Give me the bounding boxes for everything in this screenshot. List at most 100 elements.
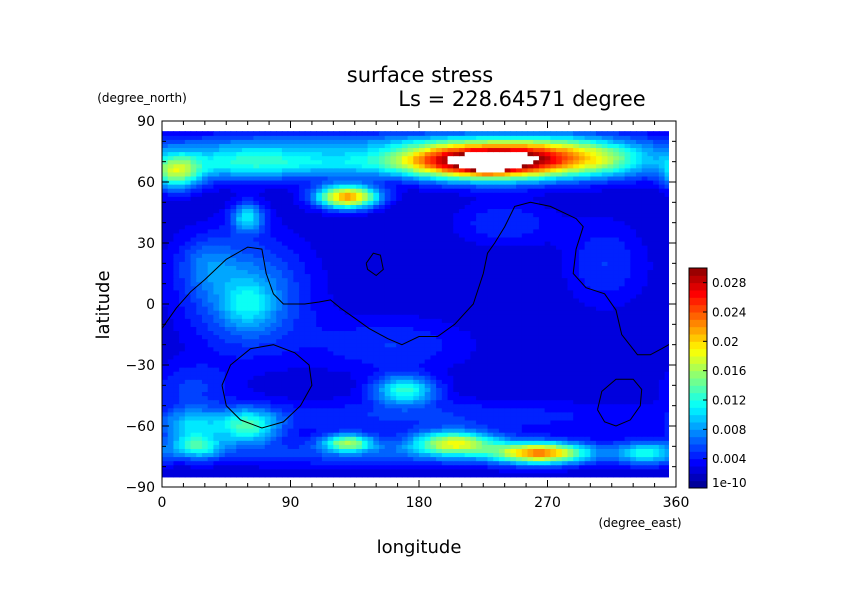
heatmap-cell [618,314,626,319]
heatmap-cell [224,419,232,425]
heatmap-cell [401,375,409,380]
heatmap-cell [436,419,443,425]
heatmap-cell [561,428,569,433]
heatmap-cell [367,395,374,401]
heatmap-cell [327,253,334,258]
heatmap-cell [584,293,591,299]
heatmap-cell [207,411,214,417]
heatmap-cell [561,395,569,401]
heatmap-cell [384,432,392,437]
heatmap-cell [658,395,666,401]
heatmap-cell [424,301,432,307]
heatmap-cell [321,367,329,372]
heatmap-cell [510,423,517,429]
heatmap-cell [424,281,432,287]
heatmap-cell [533,440,540,445]
heatmap-cell [510,338,517,344]
heatmap-cell [641,273,649,279]
heatmap-cell [373,375,380,380]
heatmap-cell [653,395,660,401]
heatmap-cell [613,464,620,470]
heatmap-cell [162,436,169,441]
heatmap-cell [247,281,254,287]
heatmap-cell [196,391,203,397]
heatmap-cell [373,326,380,332]
heatmap-cell [304,354,312,360]
heatmap-cell [276,358,283,364]
heatmap-cell [470,314,477,319]
heatmap-cell [196,273,203,279]
heatmap-cell [470,464,477,470]
heatmap-cell [481,432,489,437]
heatmap-cell [316,253,323,258]
heatmap-cell [367,440,374,445]
heatmap-cell [424,350,432,356]
heatmap-cell [624,432,631,437]
heatmap-cell [573,253,580,258]
heatmap-cell [590,375,597,380]
heatmap-cell [219,354,226,360]
heatmap-cell [653,318,660,323]
heatmap-cell [556,391,563,397]
heatmap-cell [327,444,334,449]
heatmap-cell [173,399,180,405]
heatmap-cell [379,301,386,307]
heatmap-cell [281,407,289,413]
heatmap-cell [390,456,397,462]
heatmap-cell [310,379,317,384]
heatmap-cell [590,468,597,474]
heatmap-cell [476,285,483,291]
heatmap-cell [253,285,260,291]
heatmap-cell [253,277,260,283]
heatmap-cell [287,371,294,376]
heatmap-cell [624,265,631,271]
heatmap-cell [521,472,529,478]
heatmap-cell [419,346,426,352]
heatmap-cell [607,460,614,466]
heatmap-cell [527,346,534,352]
heatmap-cell [407,415,414,421]
heatmap-cell [510,334,517,340]
heatmap-cell [356,375,363,380]
heatmap-cell [436,346,443,352]
heatmap-cell [590,338,597,344]
heatmap-cell [321,436,329,441]
heatmap-cell [236,301,243,307]
heatmap-cell [430,448,437,454]
heatmap-cell [653,391,660,397]
heatmap-cell [538,423,546,429]
heatmap-cell [196,423,203,429]
heatmap-cell [253,350,260,356]
heatmap-cell [396,391,403,397]
heatmap-cell [396,375,403,380]
heatmap-cell [447,395,454,401]
heatmap-cell [624,423,631,429]
heatmap-cell [584,436,591,441]
heatmap-cell [458,310,466,315]
heatmap-cell [184,358,192,364]
heatmap-cell [567,391,574,397]
heatmap-cell [247,330,254,336]
heatmap-cell [470,415,477,421]
heatmap-cell [247,440,254,445]
heatmap-cell [601,289,609,295]
heatmap-cell [516,281,523,287]
heatmap-cell [533,411,540,417]
heatmap-cell [521,261,529,266]
heatmap-cell [310,277,317,283]
heatmap-cell [299,306,306,311]
heatmap-cell [521,391,529,397]
heatmap-cell [561,322,569,327]
heatmap-cell [441,354,449,360]
heatmap-cell [516,297,523,303]
heatmap-cell [516,342,523,348]
heatmap-cell [259,354,266,360]
heatmap-cell [219,310,226,315]
heatmap-cell [430,452,437,458]
heatmap-cell [281,387,289,393]
heatmap-cell [527,448,534,454]
heatmap-cell [641,338,649,344]
heatmap-cell [344,460,352,466]
heatmap-cell [179,432,186,437]
heatmap-cell [453,379,460,384]
